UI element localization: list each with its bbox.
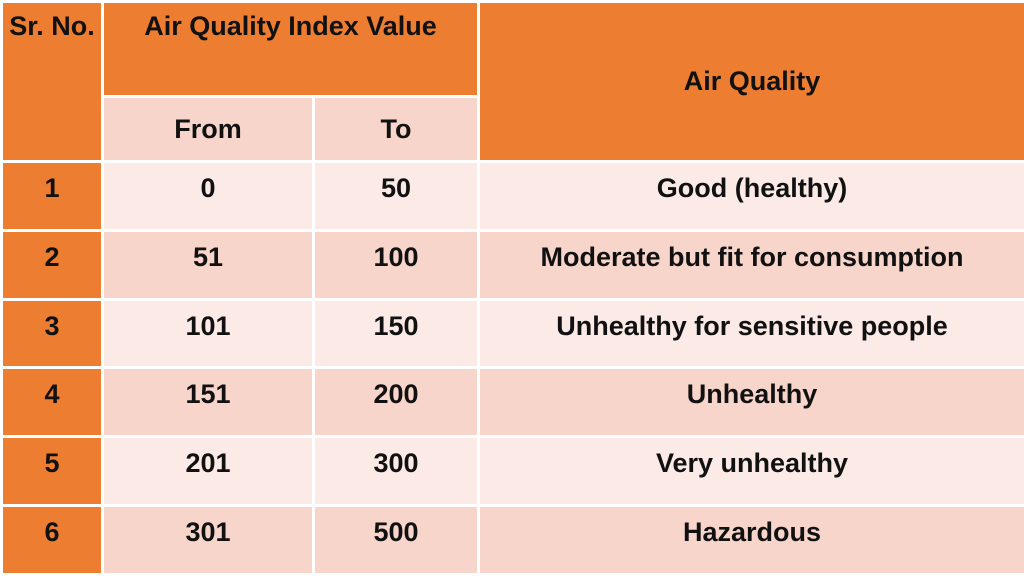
table-cell: 201	[101, 435, 315, 508]
table-row: 6 301 500 Hazardous	[0, 504, 1024, 576]
table-cell: 300	[311, 435, 481, 508]
table-cell: 1	[0, 160, 104, 232]
table-cell: 51	[101, 228, 315, 301]
table-row: 1 0 50 Good (healthy)	[0, 160, 1024, 232]
table-cell: 301	[101, 504, 315, 576]
header-cell: Air Quality	[477, 0, 1024, 163]
table-row: 2 51 100 Moderate but fit for consumption	[0, 228, 1024, 301]
table-row: 4 151 200 Unhealthy	[0, 366, 1024, 439]
header-row: From To	[2, 95, 1024, 163]
table-row: 5 201 300 Very unhealthy	[0, 435, 1024, 508]
table-cell: 151	[101, 366, 315, 439]
table-cell: 5	[0, 435, 104, 508]
table-cell: Very unhealthy	[477, 435, 1024, 508]
header-row: Sr. No. Air Quality Index Value Air Qual…	[0, 0, 1024, 163]
table-row: 3 101 150 Unhealthy for sensitive people	[0, 297, 1024, 370]
table-cell: 500	[311, 504, 481, 576]
table-cell: Good (healthy)	[477, 160, 1024, 232]
table-cell: 3	[0, 297, 104, 370]
header-cell: Sr. No.	[0, 0, 104, 163]
table-cell: Moderate but fit for consumption	[477, 228, 1024, 301]
table-cell: Unhealthy for sensitive people	[477, 297, 1024, 370]
table-cell: Unhealthy	[477, 366, 1024, 439]
table-cell: 200	[311, 366, 481, 439]
table-cell: 0	[101, 160, 315, 232]
table-cell: 4	[0, 366, 104, 439]
table-cell: 100	[311, 228, 481, 301]
header-cell: Air Quality Index Value	[100, 0, 481, 98]
header-cell: From	[101, 95, 315, 163]
header-cell: To	[311, 95, 481, 163]
table-cell: Hazardous	[477, 504, 1024, 576]
table-cell: 50	[311, 160, 481, 232]
table-cell: 101	[101, 297, 315, 370]
table-cell: 2	[0, 228, 104, 301]
table-cell: 150	[311, 297, 481, 370]
table-cell: 6	[0, 504, 104, 576]
table-body: 1 0 50 Good (healthy) 2 51 100 Moderate but fit…	[0, 160, 1024, 576]
